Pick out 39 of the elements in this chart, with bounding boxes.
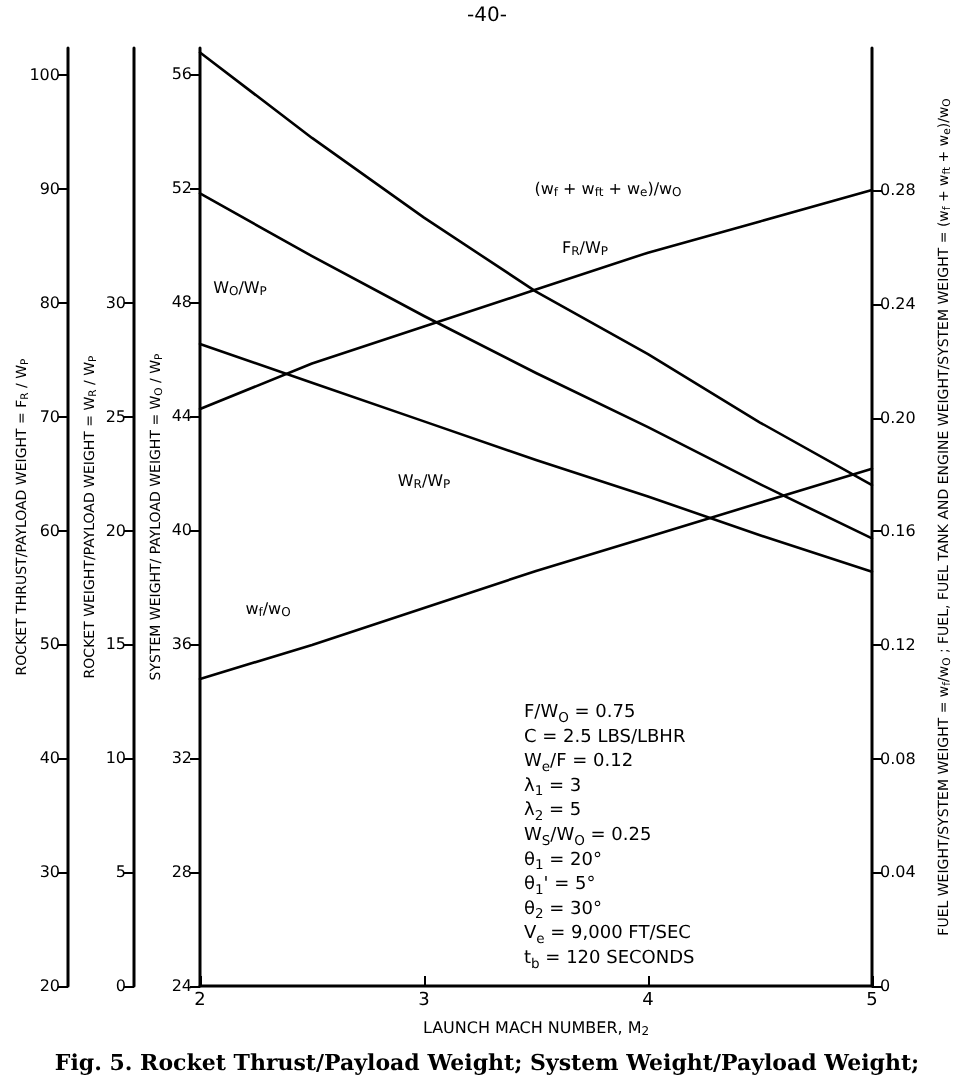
y-tick-label: 0: [880, 977, 891, 995]
y-tick-label: 0.04: [880, 863, 916, 882]
annotation: C = 2.5 LBS/LBHR: [524, 727, 686, 748]
x-tick-label: 3: [418, 991, 430, 1011]
y-tick-label: 100: [29, 66, 60, 85]
y3-tick-label: 36: [171, 634, 192, 653]
y2-tick-label: 10: [105, 749, 126, 768]
y-tick-label: 50: [39, 635, 60, 654]
x-tick-label: 2: [194, 991, 206, 1011]
y-tick-label: 0.28: [880, 181, 916, 200]
y-tick-label: 90: [39, 180, 60, 199]
y-tick-label: 0.16: [880, 522, 916, 541]
y-tick-label: 80: [39, 293, 60, 312]
y3-tick-label: 48: [171, 292, 192, 311]
y2-tick-label: 25: [105, 407, 126, 426]
y3-tick-label: 52: [171, 178, 192, 197]
y-tick-label: 0.12: [880, 635, 916, 654]
y3-tick-label: 56: [171, 64, 192, 83]
y-tick-label: 70: [39, 407, 60, 426]
y-tick-label: 20: [39, 977, 60, 995]
y3-tick-label: 32: [171, 748, 192, 767]
y-tick-label: 0.08: [880, 749, 916, 768]
y2-tick-label: 30: [105, 293, 126, 312]
y-tick-label: 30: [39, 863, 60, 882]
x-tick-label: 5: [866, 991, 878, 1011]
y2-tick-label: 5: [115, 863, 126, 882]
y2-tick-label: 20: [105, 521, 126, 540]
x-tick-label: 4: [642, 991, 655, 1011]
y2-tick-label: 15: [105, 635, 126, 654]
text: -40-: [467, 5, 508, 27]
y-tick-label: 0.20: [880, 408, 916, 427]
y3-tick-label: 40: [171, 520, 192, 539]
y-tick-label: 0.24: [880, 294, 916, 313]
y-tick-label: 60: [39, 521, 60, 540]
y3-tick-label: 24: [171, 977, 192, 995]
y3-tick-label: 28: [171, 862, 192, 881]
y-tick-label: 40: [39, 749, 60, 768]
y3-tick-label: 44: [171, 406, 192, 425]
text: Fig. 5. Rocket Thrust/Payload Weight; System Weight/Payload Weight;: [54, 1050, 920, 1076]
